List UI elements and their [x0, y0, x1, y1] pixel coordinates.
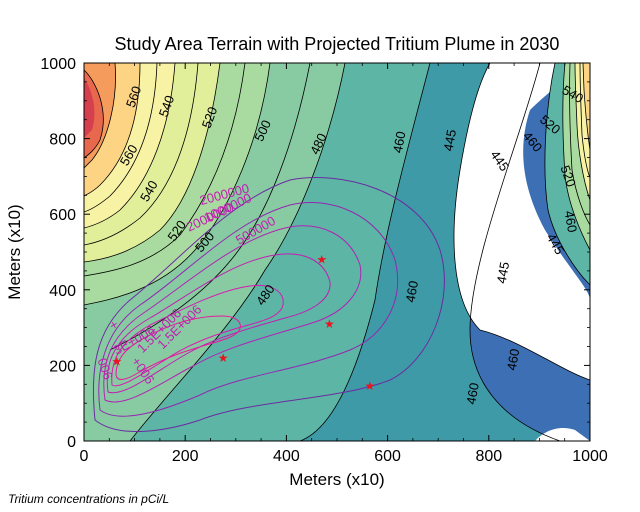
- well-star-marker: ★: [365, 379, 376, 393]
- x-tick-label: 400: [273, 448, 300, 465]
- no-data-region-bottom: [535, 428, 590, 441]
- y-tick-label: 800: [49, 132, 76, 149]
- y-tick-label: 1000: [40, 56, 76, 73]
- terrain-contour-label: 460: [403, 280, 422, 304]
- hill-band-4: [583, 63, 590, 150]
- x-tick-label: 800: [475, 448, 502, 465]
- plume-contours: [92, 177, 445, 432]
- plume-contour-4: [106, 253, 331, 394]
- y-tick-label: 600: [49, 207, 76, 224]
- terrain-contour-label: 445: [494, 261, 513, 285]
- y-tick-label: 200: [49, 358, 76, 375]
- plume-contour-6: [115, 315, 241, 380]
- x-tick-label: 600: [374, 448, 401, 465]
- well-star-marker: ★: [218, 351, 229, 365]
- x-axis-label: Meters (x10): [289, 470, 384, 489]
- x-tick-label: 1000: [572, 448, 608, 465]
- plume-contour-1: [92, 177, 445, 432]
- y-tick-label: 400: [49, 283, 76, 300]
- terrain-contour-label: 520: [199, 105, 221, 131]
- y-axis: 0 200 400 600 800 1000: [40, 56, 590, 451]
- terrain-contour-label: 560: [123, 84, 145, 110]
- terrain-fill: [84, 63, 590, 441]
- x-tick-label: 200: [172, 448, 199, 465]
- terrain-contour-lines: [84, 63, 590, 441]
- chart-title: Study Area Terrain with Projected Tritiu…: [115, 34, 560, 54]
- plume-contour-5: [111, 284, 284, 387]
- y-axis-label: Meters (x10): [5, 204, 24, 299]
- terrain-contour-label: 445: [441, 128, 460, 152]
- terrain-band-570: [84, 78, 95, 138]
- terrain-contour-label: 460: [562, 210, 581, 234]
- well-markers: ★ ★ ★ ★ ★: [112, 253, 376, 394]
- y-tick-label: 0: [67, 434, 76, 451]
- x-tick-label: 0: [80, 448, 89, 465]
- footnote: Tritium concentrations in pCi/L: [8, 492, 170, 506]
- well-star-marker: ★: [324, 317, 335, 331]
- no-data-region: [454, 63, 590, 380]
- terrain-contour-label: 460: [390, 130, 409, 154]
- x-axis: 0 200 400 600 800 1000: [80, 63, 608, 465]
- well-star-marker: ★: [112, 355, 123, 369]
- well-star-marker: ★: [316, 253, 327, 267]
- terrain-contour-label: 460: [463, 382, 482, 406]
- plume-contour-label: 006: [94, 356, 116, 382]
- terrain-contour-label: 540: [156, 93, 178, 119]
- terrain-contour-label: 460: [504, 348, 523, 372]
- terrain-contour-label: 520: [557, 163, 579, 189]
- plume-contour-3: [103, 225, 362, 403]
- plume-contour-2: [98, 201, 399, 417]
